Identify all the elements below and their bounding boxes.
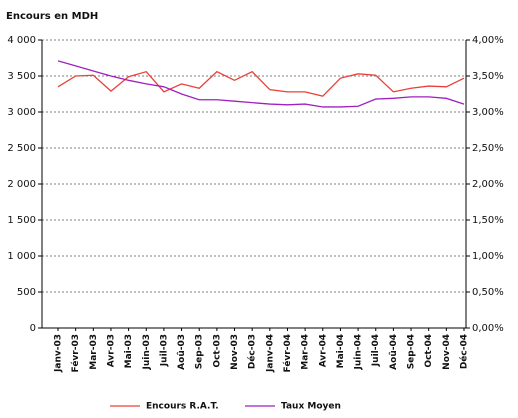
x-tick-label: Mai-04 <box>336 334 346 368</box>
y-tick-label: 3 500 <box>7 71 36 82</box>
y2-tick-label: 3,00% <box>472 107 504 118</box>
x-tick-label: Mai-03 <box>124 334 134 368</box>
x-tick-label: Mar-03 <box>89 334 99 370</box>
x-tick-label: Févr-03 <box>70 334 81 372</box>
y2-tick-label: 2,50% <box>472 143 504 154</box>
x-tick-label: Oct-03 <box>212 334 222 368</box>
x-tick-label: Juil-03 <box>159 334 169 367</box>
y-tick-label: 3 000 <box>7 107 36 118</box>
x-tick-label: Nov-03 <box>230 334 240 370</box>
x-tick-label: Avr-03 <box>106 334 116 367</box>
x-tick-label: Déc-04 <box>459 334 470 369</box>
y2-tick-label: 0,00% <box>472 323 504 334</box>
y-tick-label: 2 000 <box>7 179 36 190</box>
y2-tick-label: 0,50% <box>472 287 504 298</box>
x-tick-label: Aoû-03 <box>177 334 187 370</box>
x-tick-label: Avr-04 <box>318 334 328 367</box>
y2-tick-label: 2,00% <box>472 179 504 190</box>
y-tick-label: 1 500 <box>7 215 36 226</box>
y-tick-label: 2 500 <box>7 143 36 154</box>
x-tick-label: Juin-04 <box>354 334 364 371</box>
series-line <box>57 60 465 108</box>
x-tick-label: Déc-03 <box>247 334 258 369</box>
y2-tick-label: 1,00% <box>472 251 504 262</box>
y2-tick-label: 1,50% <box>472 215 504 226</box>
x-tick-label: Sep-04 <box>407 334 417 369</box>
x-tick-label: Févr-04 <box>282 334 293 372</box>
y-tick-label: 500 <box>17 287 36 298</box>
x-tick-label: Oct-04 <box>424 334 434 368</box>
series-line <box>57 70 465 97</box>
y-tick-label: 0 <box>30 323 36 334</box>
chart-title: Encours en MDH <box>6 11 98 22</box>
x-tick-label: Aoû-04 <box>389 334 399 370</box>
x-tick-label: Janv-04 <box>265 334 275 373</box>
x-tick-label: Sep-03 <box>195 334 205 369</box>
y2-tick-label: 4,00% <box>472 35 504 46</box>
x-tick-label: Juin-03 <box>142 334 152 371</box>
y-tick-label: 1 000 <box>7 251 36 262</box>
legend-label: Encours R.A.T. <box>146 402 219 412</box>
x-tick-label: Juil-04 <box>371 334 381 367</box>
x-tick-label: Mar-04 <box>301 334 311 370</box>
y2-tick-label: 3,50% <box>472 71 504 82</box>
x-tick-label: Janv-03 <box>54 334 64 373</box>
legend-label: Taux Moyen <box>281 402 341 412</box>
y-tick-label: 4 000 <box>7 35 36 46</box>
x-tick-label: Nov-04 <box>442 334 452 370</box>
